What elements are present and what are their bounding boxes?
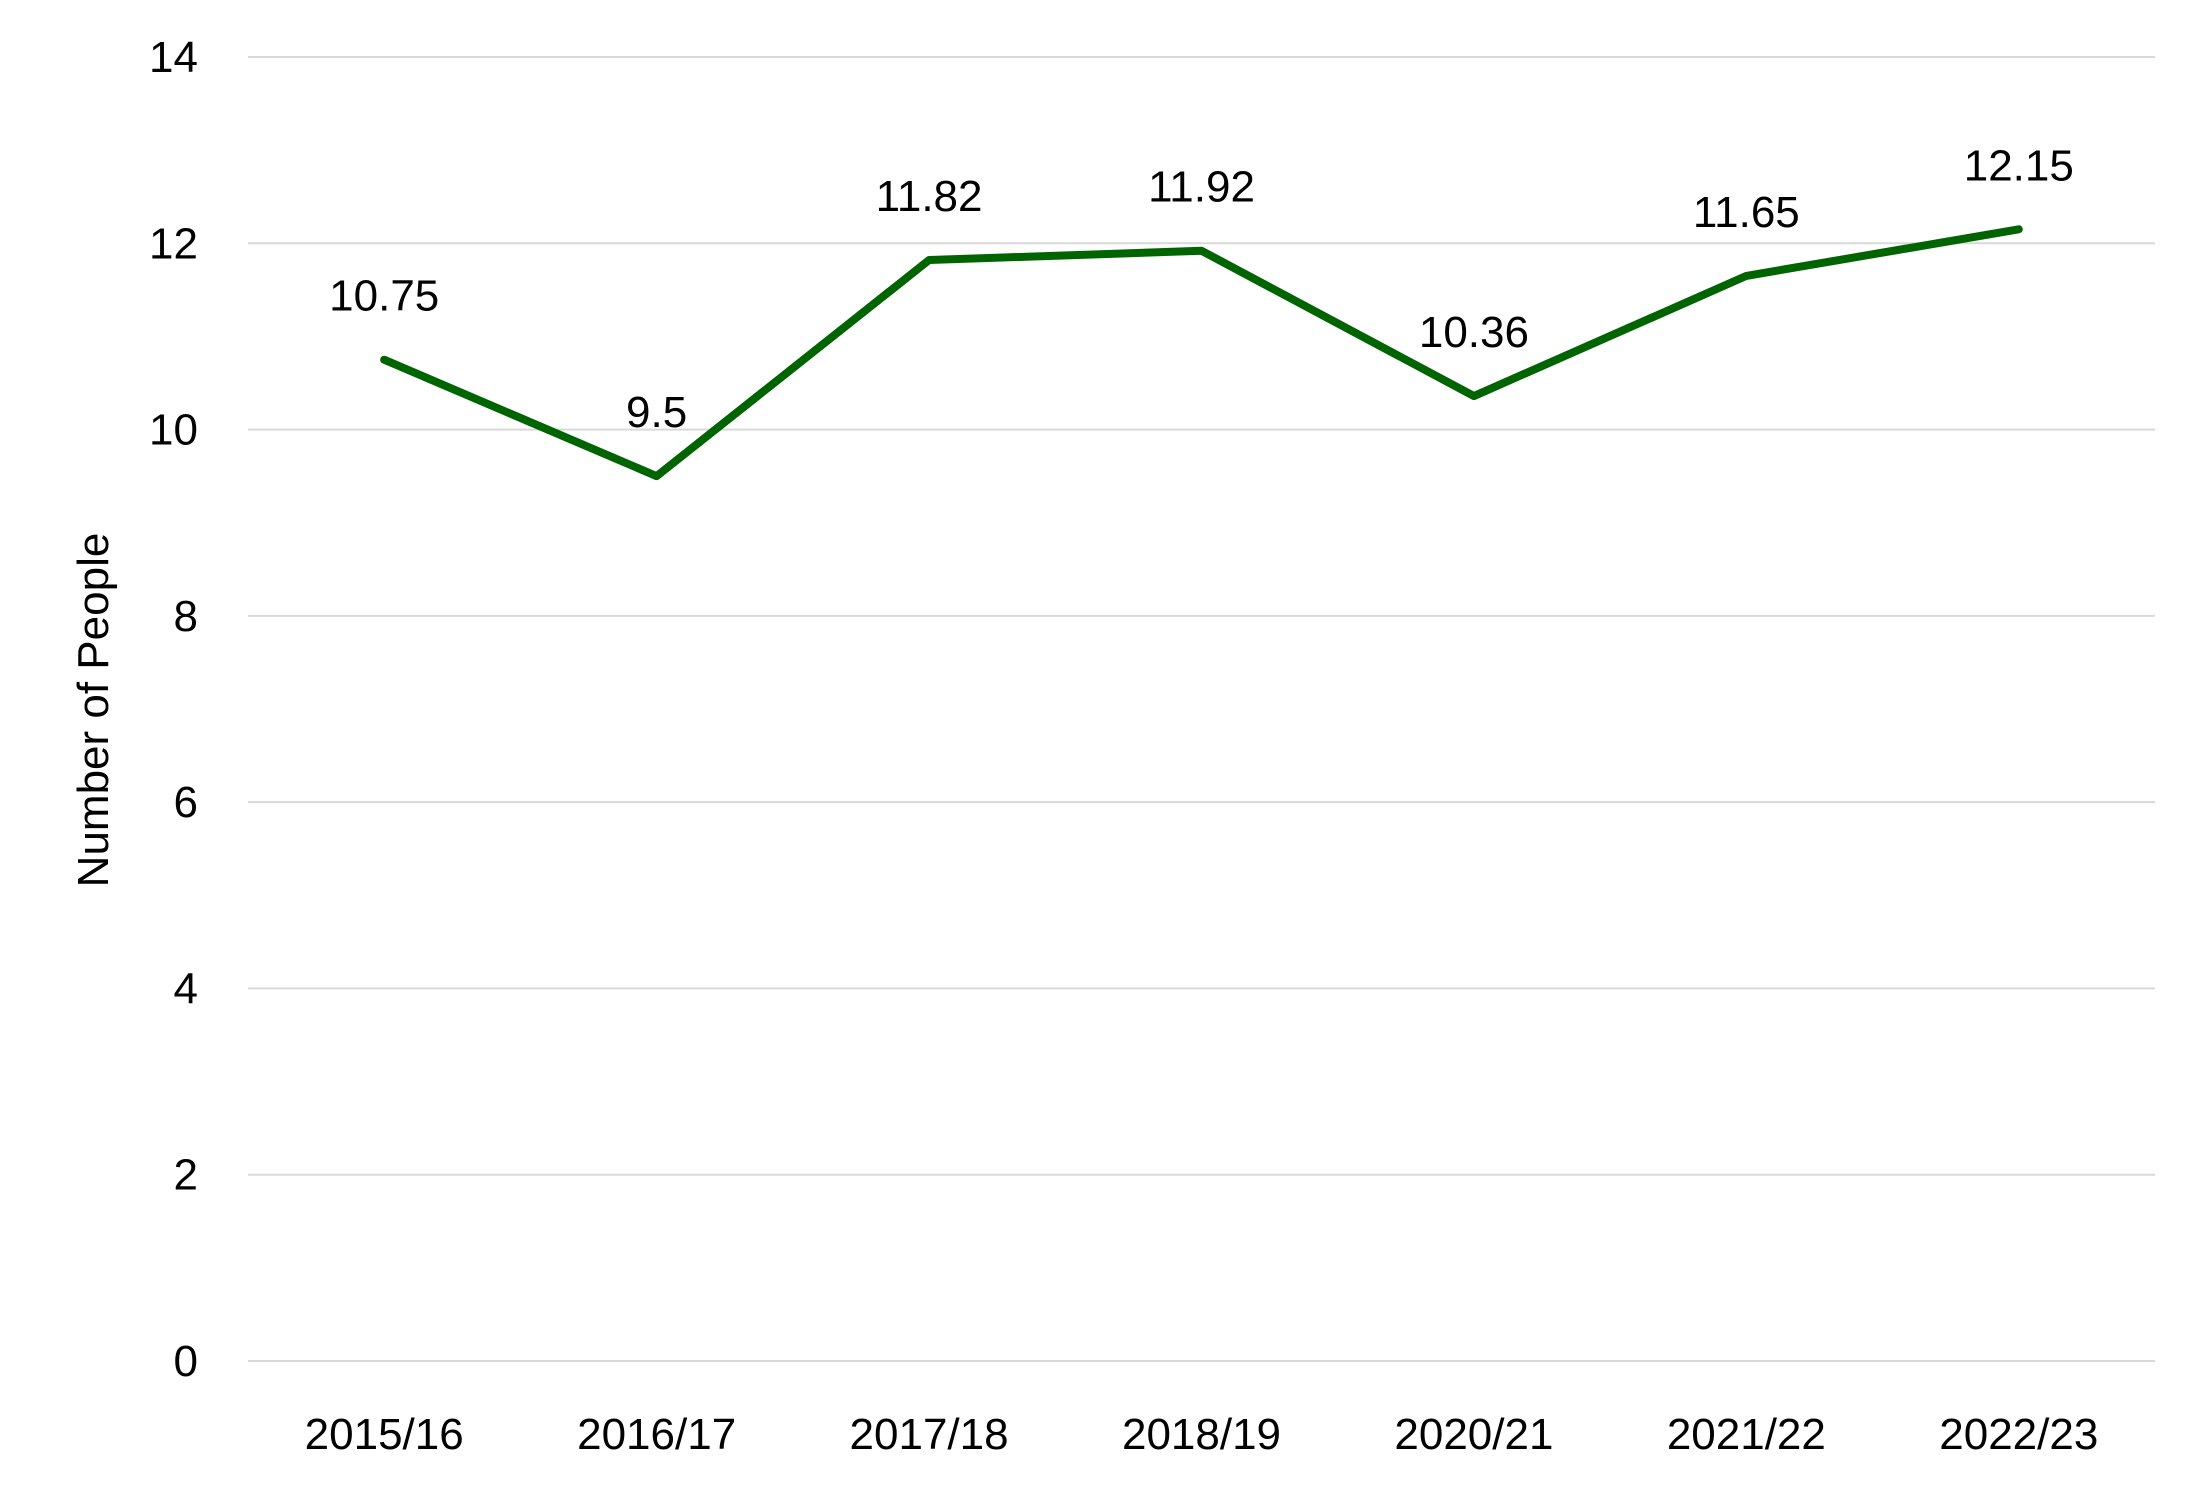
data-label: 11.92 xyxy=(1148,163,1255,212)
x-category-label: 2017/18 xyxy=(850,1410,1009,1459)
x-category-label: 2021/22 xyxy=(1667,1410,1826,1459)
y-axis-title: Number of People xyxy=(69,533,118,888)
y-tick-label: 10 xyxy=(149,406,198,455)
y-tick-label: 6 xyxy=(174,778,198,827)
x-axis-categories: 2015/16 2016/17 2017/18 2018/19 2020/21 2021/… xyxy=(305,1410,2099,1459)
series-lines xyxy=(384,229,2019,476)
y-tick-label: 2 xyxy=(174,1151,198,1200)
y-tick-label: 14 xyxy=(149,33,198,82)
data-label: 10.75 xyxy=(329,272,439,321)
y-axis-ticks: 0 2 4 6 8 10 12 14 xyxy=(149,33,198,1386)
data-labels: 10.75 9.5 11.82 11.92 10.36 11.65 12.15 xyxy=(329,141,2074,437)
y-tick-label: 12 xyxy=(149,219,198,268)
y-tick-label: 8 xyxy=(174,592,198,641)
data-label: 11.65 xyxy=(1693,188,1800,237)
x-category-label: 2020/21 xyxy=(1394,1410,1553,1459)
series-line xyxy=(384,229,2019,476)
y-tick-label: 0 xyxy=(174,1337,198,1386)
x-category-label: 2016/17 xyxy=(577,1410,736,1459)
data-label: 10.36 xyxy=(1419,308,1529,357)
y-tick-label: 4 xyxy=(174,964,198,1013)
x-category-label: 2022/23 xyxy=(1939,1410,2098,1459)
data-label: 11.82 xyxy=(876,172,983,221)
x-category-label: 2015/16 xyxy=(305,1410,464,1459)
x-category-label: 2018/19 xyxy=(1122,1410,1281,1459)
data-label: 9.5 xyxy=(626,388,687,437)
data-label: 12.15 xyxy=(1964,141,2074,190)
